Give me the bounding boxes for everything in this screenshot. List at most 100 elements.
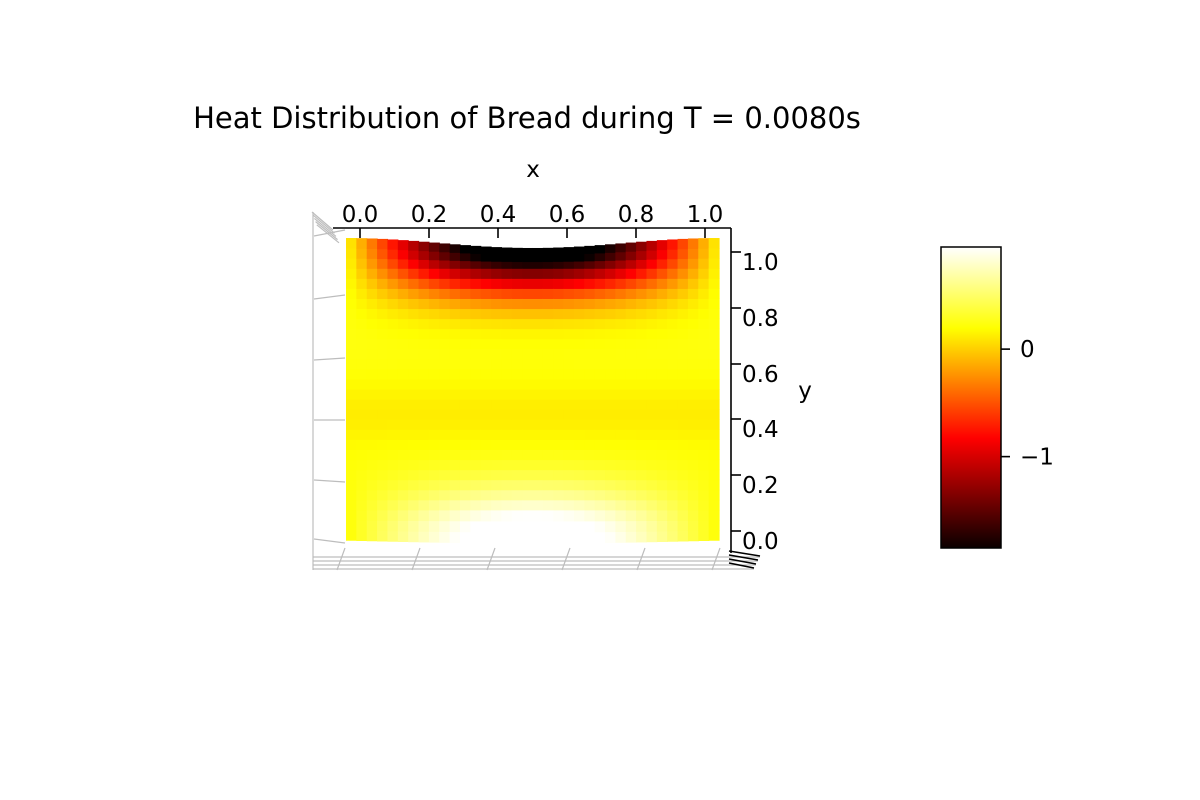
surface-cell [501,268,513,279]
surface-cell [625,409,637,420]
surface-cell [522,278,534,289]
surface-cell [470,520,482,533]
surface-cell [366,469,378,481]
surface-cell [636,268,648,279]
surface-cell [356,258,368,269]
surface-cell [708,328,720,340]
surface-cell [698,338,710,350]
surface-cell [408,358,420,370]
surface-cell [708,368,720,380]
surface-cell [698,459,710,471]
surface-cell [459,479,471,491]
surface-cell [377,520,389,532]
surface-cell [636,278,648,289]
surface-cell [491,469,503,481]
surface-cell [656,358,668,370]
surface-cell [605,419,616,430]
surface-cell [356,338,368,350]
surface-cell [408,479,420,491]
surface-cell [346,278,357,289]
surface-cell [501,338,513,350]
surface-cell [418,469,430,481]
surface-cell [501,409,513,420]
surface-cell [542,308,554,320]
surface-cell [542,247,554,256]
surface-cell [687,479,699,491]
surface-cell [573,288,585,299]
surface-cell [470,328,482,340]
surface-cell [397,288,409,299]
surface-cell [366,449,378,461]
surface-cell [428,449,440,461]
surface-cell [439,378,451,390]
surface-cell [449,278,461,289]
surface-cell [449,338,461,350]
surface-cell [491,520,503,533]
surface-cell [387,368,399,380]
surface-cell [636,348,648,360]
surface-cell [573,389,585,400]
surface-cell [366,409,378,420]
surface-cell [377,368,389,380]
surface-cell [584,348,596,360]
surface-cell [511,261,523,269]
surface-cell [532,298,544,310]
surface-cell [594,348,606,360]
surface-cell [542,399,554,410]
surface-cell [491,459,503,471]
surface-cell [418,308,430,320]
surface-cell [584,439,596,450]
surface-cell [667,520,679,532]
surface-cell [615,298,627,310]
surface-cell [491,399,503,410]
surface-cell [428,409,440,420]
surface-cell [346,378,357,390]
surface-cell [366,358,378,370]
surface-cell [584,328,596,340]
surface-cell [408,318,420,330]
surface-cell [615,338,627,350]
surface-cell [687,268,699,279]
surface-cell [418,439,430,450]
surface-cell [470,399,482,410]
surface-cell [708,499,720,511]
surface-cell [698,358,710,370]
surface-cell [366,530,378,542]
surface-cell [428,348,440,360]
surface-cell [428,268,440,279]
surface-cell [532,429,544,440]
surface-cell [573,253,585,262]
surface-cell [667,278,679,289]
surface-cell [636,489,648,501]
surface-cell [480,389,492,400]
surface-cell [449,308,461,320]
surface-cell [522,479,534,491]
surface-cell [605,308,616,320]
surface-cell [356,479,368,491]
surface-cell [397,318,409,330]
surface-cell [418,348,430,360]
surface-cell [573,318,585,330]
surface-cell [656,459,668,471]
surface-cell [656,348,668,360]
surface-cell [470,469,482,481]
surface-cell [356,248,368,259]
surface-cell [687,530,699,542]
surface-cell [698,469,710,481]
surface-cell [356,530,368,541]
surface-cell [459,419,471,430]
surface-cell [542,378,554,390]
surface-cell [594,449,606,461]
surface-cell [708,268,720,279]
surface-cell [387,249,399,260]
surface-cell [511,389,523,400]
surface-cell [594,520,606,533]
surface-cell [501,509,513,522]
surface-cell [563,338,575,350]
surface-cell [470,298,482,310]
surface-cell [439,278,451,289]
surface-cell [605,278,616,289]
surface-cell [501,348,513,360]
surface-cell [459,268,471,279]
surface-cell [636,499,648,511]
